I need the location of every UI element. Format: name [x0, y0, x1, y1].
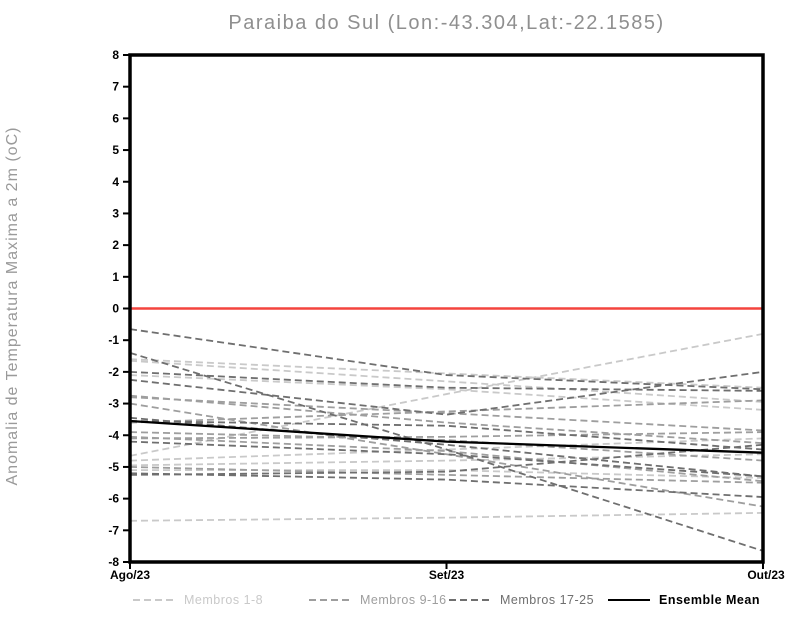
x-tick-label: Out/23: [747, 568, 785, 582]
legend-item-membros-9-16: Membros 9-16: [309, 590, 447, 610]
member-line: [129, 370, 764, 392]
y-tick-label: 8: [112, 48, 119, 62]
legend-label-ensemble-mean: Ensemble Mean: [659, 593, 760, 607]
member-line: [129, 399, 764, 424]
member-line: [129, 511, 764, 522]
member-line: [129, 443, 764, 476]
y-tick-label: -6: [108, 492, 119, 506]
y-tick-label: 1: [112, 270, 119, 284]
member-line: [129, 440, 764, 478]
y-tick-label: 5: [112, 143, 119, 157]
x-tick-label: Set/23: [429, 568, 465, 582]
legend-line-sample-membros-1-8: [133, 599, 175, 601]
legend-item-ensemble-mean: Ensemble Mean: [608, 590, 760, 610]
member-line: [129, 332, 764, 457]
member-line: [129, 431, 764, 440]
legend-item-membros-17-25: Membros 17-25: [449, 590, 594, 610]
member-line: [129, 358, 764, 389]
legend-label-membros-17-25: Membros 17-25: [500, 593, 595, 607]
y-tick-label: 4: [112, 175, 119, 189]
y-tick-label: -5: [108, 460, 119, 474]
legend-label-membros-9-16: Membros 9-16: [360, 593, 447, 607]
legend-line-sample-membros-17-25: [449, 599, 491, 601]
member-line: [129, 453, 764, 467]
member-line: [129, 359, 764, 403]
y-tick-label: -8: [108, 555, 119, 569]
y-tick-label: 7: [112, 80, 119, 94]
y-tick-label: -3: [108, 397, 119, 411]
member-line: [129, 352, 764, 552]
y-tick-label: 3: [112, 206, 119, 220]
y-tick-label: 6: [112, 111, 119, 125]
ensemble-mean-line: [129, 419, 764, 454]
x-tick-label: Ago/23: [110, 568, 150, 582]
member-line: [129, 435, 764, 483]
legend-line-sample-membros-9-16: [309, 599, 351, 601]
member-line: [129, 394, 764, 445]
member-line: [129, 402, 764, 508]
member-line: [129, 370, 764, 416]
y-tick-label: -4: [108, 428, 119, 442]
y-tick-label: 2: [112, 238, 119, 252]
legend: Membros 1-8 Membros 9-16 Membros 17-25 E…: [0, 590, 800, 610]
member-line: [129, 466, 764, 484]
chart-title: Paraiba do Sul (Lon:-43.304,Lat:-22.1585…: [228, 12, 665, 34]
y-tick-label: -1: [108, 333, 119, 347]
y-tick-label: -7: [108, 523, 119, 537]
member-line: [129, 396, 764, 432]
legend-line-sample-ensemble-mean: [608, 598, 650, 602]
y-tick-label: 0: [112, 302, 119, 316]
member-line: [129, 420, 764, 451]
y-tick-label: -2: [108, 365, 119, 379]
member-line: [129, 437, 764, 462]
legend-item-membros-1-8: Membros 1-8: [133, 590, 263, 610]
legend-label-membros-1-8: Membros 1-8: [184, 593, 264, 607]
member-line: [129, 374, 764, 411]
member-line: [129, 328, 764, 391]
member-line: [129, 472, 764, 498]
